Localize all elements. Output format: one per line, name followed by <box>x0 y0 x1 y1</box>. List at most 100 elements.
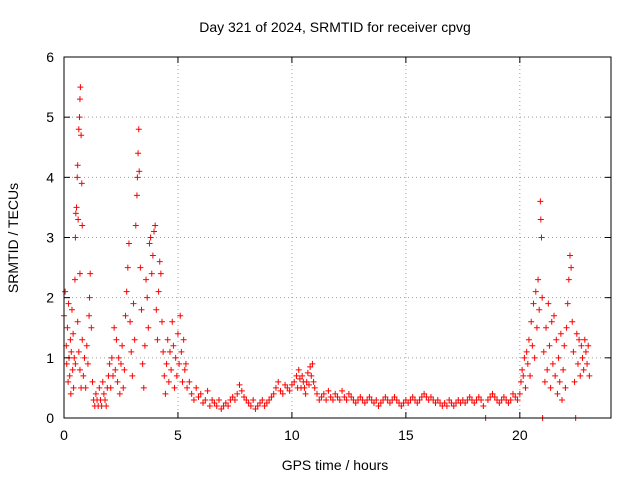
data-point <box>110 372 117 379</box>
data-point <box>81 354 88 361</box>
data-point <box>107 384 114 391</box>
data-point <box>560 366 567 373</box>
data-point <box>563 324 570 331</box>
data-point <box>270 390 277 397</box>
data-point <box>446 396 453 403</box>
data-point <box>70 384 77 391</box>
data-point <box>159 318 166 325</box>
data-point <box>164 336 171 343</box>
data-point <box>132 222 139 229</box>
data-point <box>200 399 207 406</box>
data-point <box>339 387 346 394</box>
data-point <box>441 399 448 406</box>
data-point <box>580 366 587 373</box>
data-point <box>74 174 81 181</box>
data-point <box>325 387 332 394</box>
data-point <box>154 336 161 343</box>
data-point <box>584 360 591 367</box>
data-point <box>112 366 119 373</box>
data-point <box>348 393 355 400</box>
data-point <box>570 348 577 355</box>
data-point <box>366 393 373 400</box>
data-point <box>555 354 562 361</box>
data-point <box>414 399 421 406</box>
data-point <box>75 348 82 355</box>
data-point <box>434 396 441 403</box>
data-point <box>72 210 79 217</box>
data-point <box>83 342 90 349</box>
data-point <box>391 393 398 400</box>
x-axis-label: GPS time / hours <box>282 457 389 473</box>
data-point <box>327 393 334 400</box>
data-point <box>519 366 526 373</box>
data-point <box>263 399 270 406</box>
data-point <box>146 240 153 247</box>
data-point <box>96 384 103 391</box>
data-point <box>352 399 359 406</box>
data-point <box>416 396 423 403</box>
data-point <box>311 384 318 391</box>
data-point <box>539 294 546 301</box>
data-point <box>303 378 310 385</box>
data-point <box>323 396 330 403</box>
data-point <box>544 366 551 373</box>
data-point <box>320 390 327 397</box>
data-point <box>78 180 85 187</box>
y-tick-label: 1 <box>46 350 54 366</box>
data-point <box>261 402 268 409</box>
data-point <box>316 396 323 403</box>
data-point <box>546 342 553 349</box>
data-point <box>178 348 185 355</box>
data-point <box>266 396 273 403</box>
data-point <box>215 396 222 403</box>
data-point <box>202 396 209 403</box>
data-point <box>76 114 83 121</box>
data-point <box>505 399 512 406</box>
data-point <box>341 393 348 400</box>
data-point <box>528 318 535 325</box>
data-point <box>291 378 298 385</box>
data-point <box>234 390 241 397</box>
data-point <box>509 390 516 397</box>
y-tick-label: 0 <box>46 410 54 426</box>
data-point <box>63 360 70 367</box>
data-point <box>569 318 576 325</box>
data-point <box>157 270 164 277</box>
data-point <box>329 396 336 403</box>
data-point <box>301 384 308 391</box>
data-point <box>176 360 183 367</box>
data-point <box>548 318 555 325</box>
data-point <box>79 336 86 343</box>
data-point <box>153 306 160 313</box>
data-point <box>561 342 568 349</box>
data-point <box>72 360 79 367</box>
data-point <box>231 396 238 403</box>
data-points <box>61 84 593 421</box>
data-point <box>500 393 507 400</box>
data-point <box>558 396 565 403</box>
data-point <box>229 393 236 400</box>
data-point <box>121 366 128 373</box>
data-point <box>405 399 412 406</box>
data-point <box>573 330 580 337</box>
data-point <box>536 306 543 313</box>
data-point <box>148 270 155 277</box>
data-point <box>68 348 75 355</box>
data-point <box>277 387 284 394</box>
data-point <box>382 393 389 400</box>
data-point <box>478 396 485 403</box>
data-point <box>82 384 89 391</box>
data-point <box>174 330 181 337</box>
data-point <box>516 390 523 397</box>
data-point <box>540 348 547 355</box>
data-point <box>568 264 575 271</box>
data-point <box>243 396 250 403</box>
data-point <box>149 252 156 259</box>
data-point <box>71 276 78 283</box>
data-point <box>113 336 120 343</box>
data-point <box>521 354 528 361</box>
data-point <box>209 396 216 403</box>
data-point <box>143 276 150 283</box>
data-point <box>566 252 573 259</box>
